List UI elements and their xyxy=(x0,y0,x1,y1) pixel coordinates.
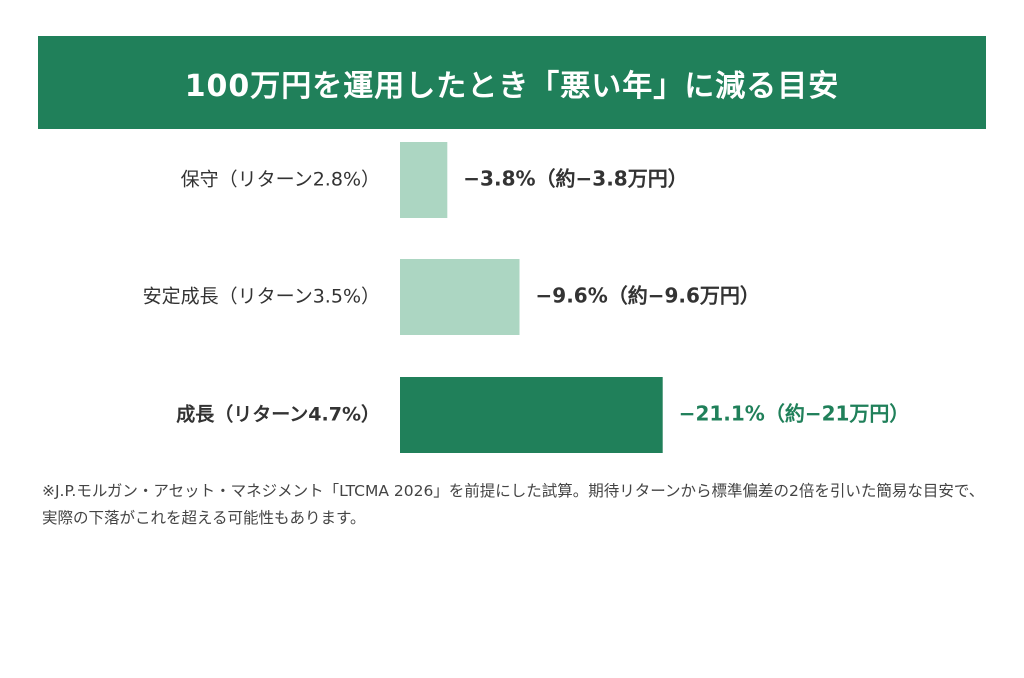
category-label-3: 成長（リターン4.7%） xyxy=(176,403,380,426)
bar-chart: 保守（リターン2.8%） −3.8%（約−3.8万円） 安定成長（リターン3.5%）… xyxy=(143,142,910,453)
category-label-2: 安定成長（リターン3.5%） xyxy=(143,286,380,308)
bar-3 xyxy=(400,377,663,453)
category-label-1: 保守（リターン2.8%） xyxy=(181,169,380,191)
chart-title: 100万円を運用したとき「悪い年」に減る目安 xyxy=(184,68,840,104)
title-banner: 100万円を運用したとき「悪い年」に減る目安 xyxy=(38,36,986,129)
value-label-3: −21.1%（約−21万円） xyxy=(679,402,910,426)
footnote: ※J.P.モルガン・アセット・マネジメント「LTCMA 2026」を前提にした試… xyxy=(42,482,985,527)
bar-2 xyxy=(400,259,520,335)
value-label-1: −3.8%（約−3.8万円） xyxy=(463,167,687,191)
value-label-2: −9.6%（約−9.6万円） xyxy=(536,284,760,308)
bar-1 xyxy=(400,142,448,218)
